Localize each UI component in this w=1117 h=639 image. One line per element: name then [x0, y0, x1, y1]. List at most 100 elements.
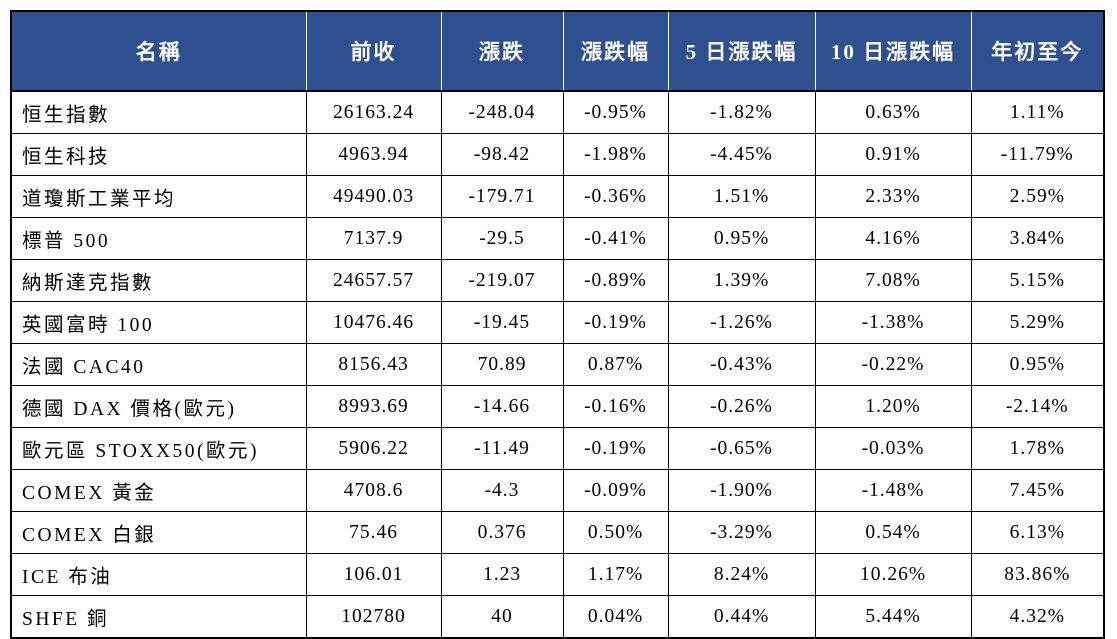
cell-pct-10d: 2.33% [814, 175, 972, 218]
cell-name: COMEX 白銀 [10, 511, 307, 554]
column-header-ytd: 年初至今 [971, 11, 1104, 92]
cell-change: 1.23 [440, 553, 564, 596]
table-row: 法國 CAC40 8156.43 70.89 0.87% -0.43% -0.22% 0.9… [10, 343, 1105, 386]
cell-ytd: 2.59% [970, 175, 1105, 218]
cell-change-pct: -0.89% [562, 259, 669, 302]
cell-name: 納斯達克指數 [10, 259, 307, 302]
cell-name: 法國 CAC40 [10, 343, 307, 386]
cell-change-pct: -0.95% [562, 90, 669, 134]
table-row: 英國富時 100 10476.46 -19.45 -0.19% -1.26% -1.38%… [10, 301, 1105, 344]
cell-prev-close: 106.01 [305, 553, 442, 596]
cell-prev-close: 49490.03 [305, 175, 442, 218]
cell-name: 德國 DAX 價格(歐元) [10, 385, 307, 428]
column-header-change-pct: 漲跌幅 [563, 11, 669, 92]
table-row: 德國 DAX 價格(歐元) 8993.69 -14.66 -0.16% -0.26% 1.… [10, 385, 1105, 428]
cell-change: -14.66 [440, 385, 564, 428]
cell-pct-5d: -1.26% [667, 301, 816, 344]
cell-name: 英國富時 100 [10, 301, 307, 344]
cell-pct-10d: 4.16% [814, 217, 972, 260]
table-row: COMEX 黃金 4708.6 -4.3 -0.09% -1.90% -1.48% 7.45… [10, 469, 1105, 512]
cell-change: -19.45 [440, 301, 564, 344]
cell-name: 標普 500 [10, 217, 307, 260]
cell-prev-close: 10476.46 [305, 301, 442, 344]
table-row: 標普 500 7137.9 -29.5 -0.41% 0.95% 4.16% 3.84% [10, 217, 1105, 260]
cell-prev-close: 5906.22 [305, 427, 442, 470]
cell-pct-10d: 10.26% [814, 553, 972, 596]
cell-change-pct: -0.41% [562, 217, 669, 260]
cell-name: SHFE 銅 [10, 595, 307, 639]
cell-change-pct: -0.19% [562, 427, 669, 470]
cell-ytd: 5.29% [970, 301, 1105, 344]
cell-change: -219.07 [440, 259, 564, 302]
cell-change: -248.04 [440, 90, 564, 134]
table-body: 恒生指數 26163.24 -248.04 -0.95% -1.82% 0.63% 1.11… [10, 90, 1105, 639]
cell-change: -4.3 [440, 469, 564, 512]
cell-prev-close: 7137.9 [305, 217, 442, 260]
cell-change-pct: -0.19% [562, 301, 669, 344]
cell-pct-5d: 0.44% [667, 595, 816, 639]
table-row: 道瓊斯工業平均 49490.03 -179.71 -0.36% 1.51% 2.33% 2.… [10, 175, 1105, 218]
cell-prev-close: 102780 [305, 595, 442, 639]
cell-pct-5d: -0.26% [667, 385, 816, 428]
cell-change-pct: -0.16% [562, 385, 669, 428]
cell-pct-5d: -0.43% [667, 343, 816, 386]
cell-ytd: 3.84% [970, 217, 1105, 260]
cell-pct-10d: 7.08% [814, 259, 972, 302]
cell-ytd: 4.32% [970, 595, 1105, 639]
table-row: 恒生指數 26163.24 -248.04 -0.95% -1.82% 0.63% 1.11… [10, 90, 1105, 134]
cell-prev-close: 4963.94 [305, 133, 442, 176]
cell-change-pct: 0.04% [562, 595, 669, 639]
cell-name: 歐元區 STOXX50(歐元) [10, 427, 307, 470]
cell-ytd: 1.78% [970, 427, 1105, 470]
cell-ytd: 1.11% [970, 90, 1105, 134]
cell-pct-5d: 1.39% [667, 259, 816, 302]
cell-pct-10d: 1.20% [814, 385, 972, 428]
cell-pct-10d: -1.38% [814, 301, 972, 344]
cell-prev-close: 4708.6 [305, 469, 442, 512]
column-header-name: 名稱 [11, 11, 307, 92]
table-row: SHFE 銅 102780 40 0.04% 0.44% 5.44% 4.32% [10, 595, 1105, 639]
cell-change-pct: -0.36% [562, 175, 669, 218]
cell-ytd: -2.14% [970, 385, 1105, 428]
cell-change: -179.71 [440, 175, 564, 218]
cell-pct-5d: -4.45% [667, 133, 816, 176]
cell-pct-10d: -0.22% [814, 343, 972, 386]
cell-ytd: 0.95% [970, 343, 1105, 386]
cell-pct-5d: -1.90% [667, 469, 816, 512]
market-data-table-container: 名稱 前收 漲跌 漲跌幅 5 日漲跌幅 10 日漲跌幅 年初至今 恒生指數 26163.24-… [10, 10, 1105, 639]
cell-ytd: -11.79% [970, 133, 1105, 176]
cell-ytd: 7.45% [970, 469, 1105, 512]
cell-change-pct: 0.87% [562, 343, 669, 386]
cell-prev-close: 8993.69 [305, 385, 442, 428]
cell-change: -11.49 [440, 427, 564, 470]
cell-change-pct: 0.50% [562, 511, 669, 554]
table-row: 納斯達克指數 24657.57 -219.07 -0.89% 1.39% 7.08% 5.1… [10, 259, 1105, 302]
cell-change-pct: -1.98% [562, 133, 669, 176]
cell-ytd: 6.13% [970, 511, 1105, 554]
cell-change: -98.42 [440, 133, 564, 176]
cell-prev-close: 24657.57 [305, 259, 442, 302]
cell-ytd: 5.15% [970, 259, 1105, 302]
column-header-change: 漲跌 [441, 11, 564, 92]
column-header-pct-10d: 10 日漲跌幅 [815, 11, 972, 92]
cell-prev-close: 26163.24 [305, 90, 442, 134]
market-data-table: 名稱 前收 漲跌 漲跌幅 5 日漲跌幅 10 日漲跌幅 年初至今 恒生指數 26163.24-… [10, 10, 1105, 639]
cell-pct-5d: -0.65% [667, 427, 816, 470]
cell-change: 40 [440, 595, 564, 639]
cell-pct-5d: 0.95% [667, 217, 816, 260]
cell-pct-5d: 1.51% [667, 175, 816, 218]
cell-prev-close: 8156.43 [305, 343, 442, 386]
cell-name: COMEX 黃金 [10, 469, 307, 512]
table-row: 恒生科技 4963.94 -98.42 -1.98% -4.45% 0.91% -11.79… [10, 133, 1105, 176]
table-header: 名稱 前收 漲跌 漲跌幅 5 日漲跌幅 10 日漲跌幅 年初至今 [11, 11, 1104, 92]
table-row: ICE 布油 106.01 1.23 1.17% 8.24% 10.26% 83.86% [10, 553, 1105, 596]
cell-change: -29.5 [440, 217, 564, 260]
cell-pct-10d: 0.91% [814, 133, 972, 176]
cell-ytd: 83.86% [970, 553, 1105, 596]
cell-name: 恒生科技 [10, 133, 307, 176]
cell-pct-5d: -1.82% [667, 90, 816, 134]
table-row: COMEX 白銀 75.46 0.376 0.50% -3.29% 0.54% 6.13% [10, 511, 1105, 554]
column-header-pct-5d: 5 日漲跌幅 [668, 11, 816, 92]
cell-prev-close: 75.46 [305, 511, 442, 554]
table-row: 歐元區 STOXX50(歐元) 5906.22 -11.49 -0.19% -0.65%… [10, 427, 1105, 470]
